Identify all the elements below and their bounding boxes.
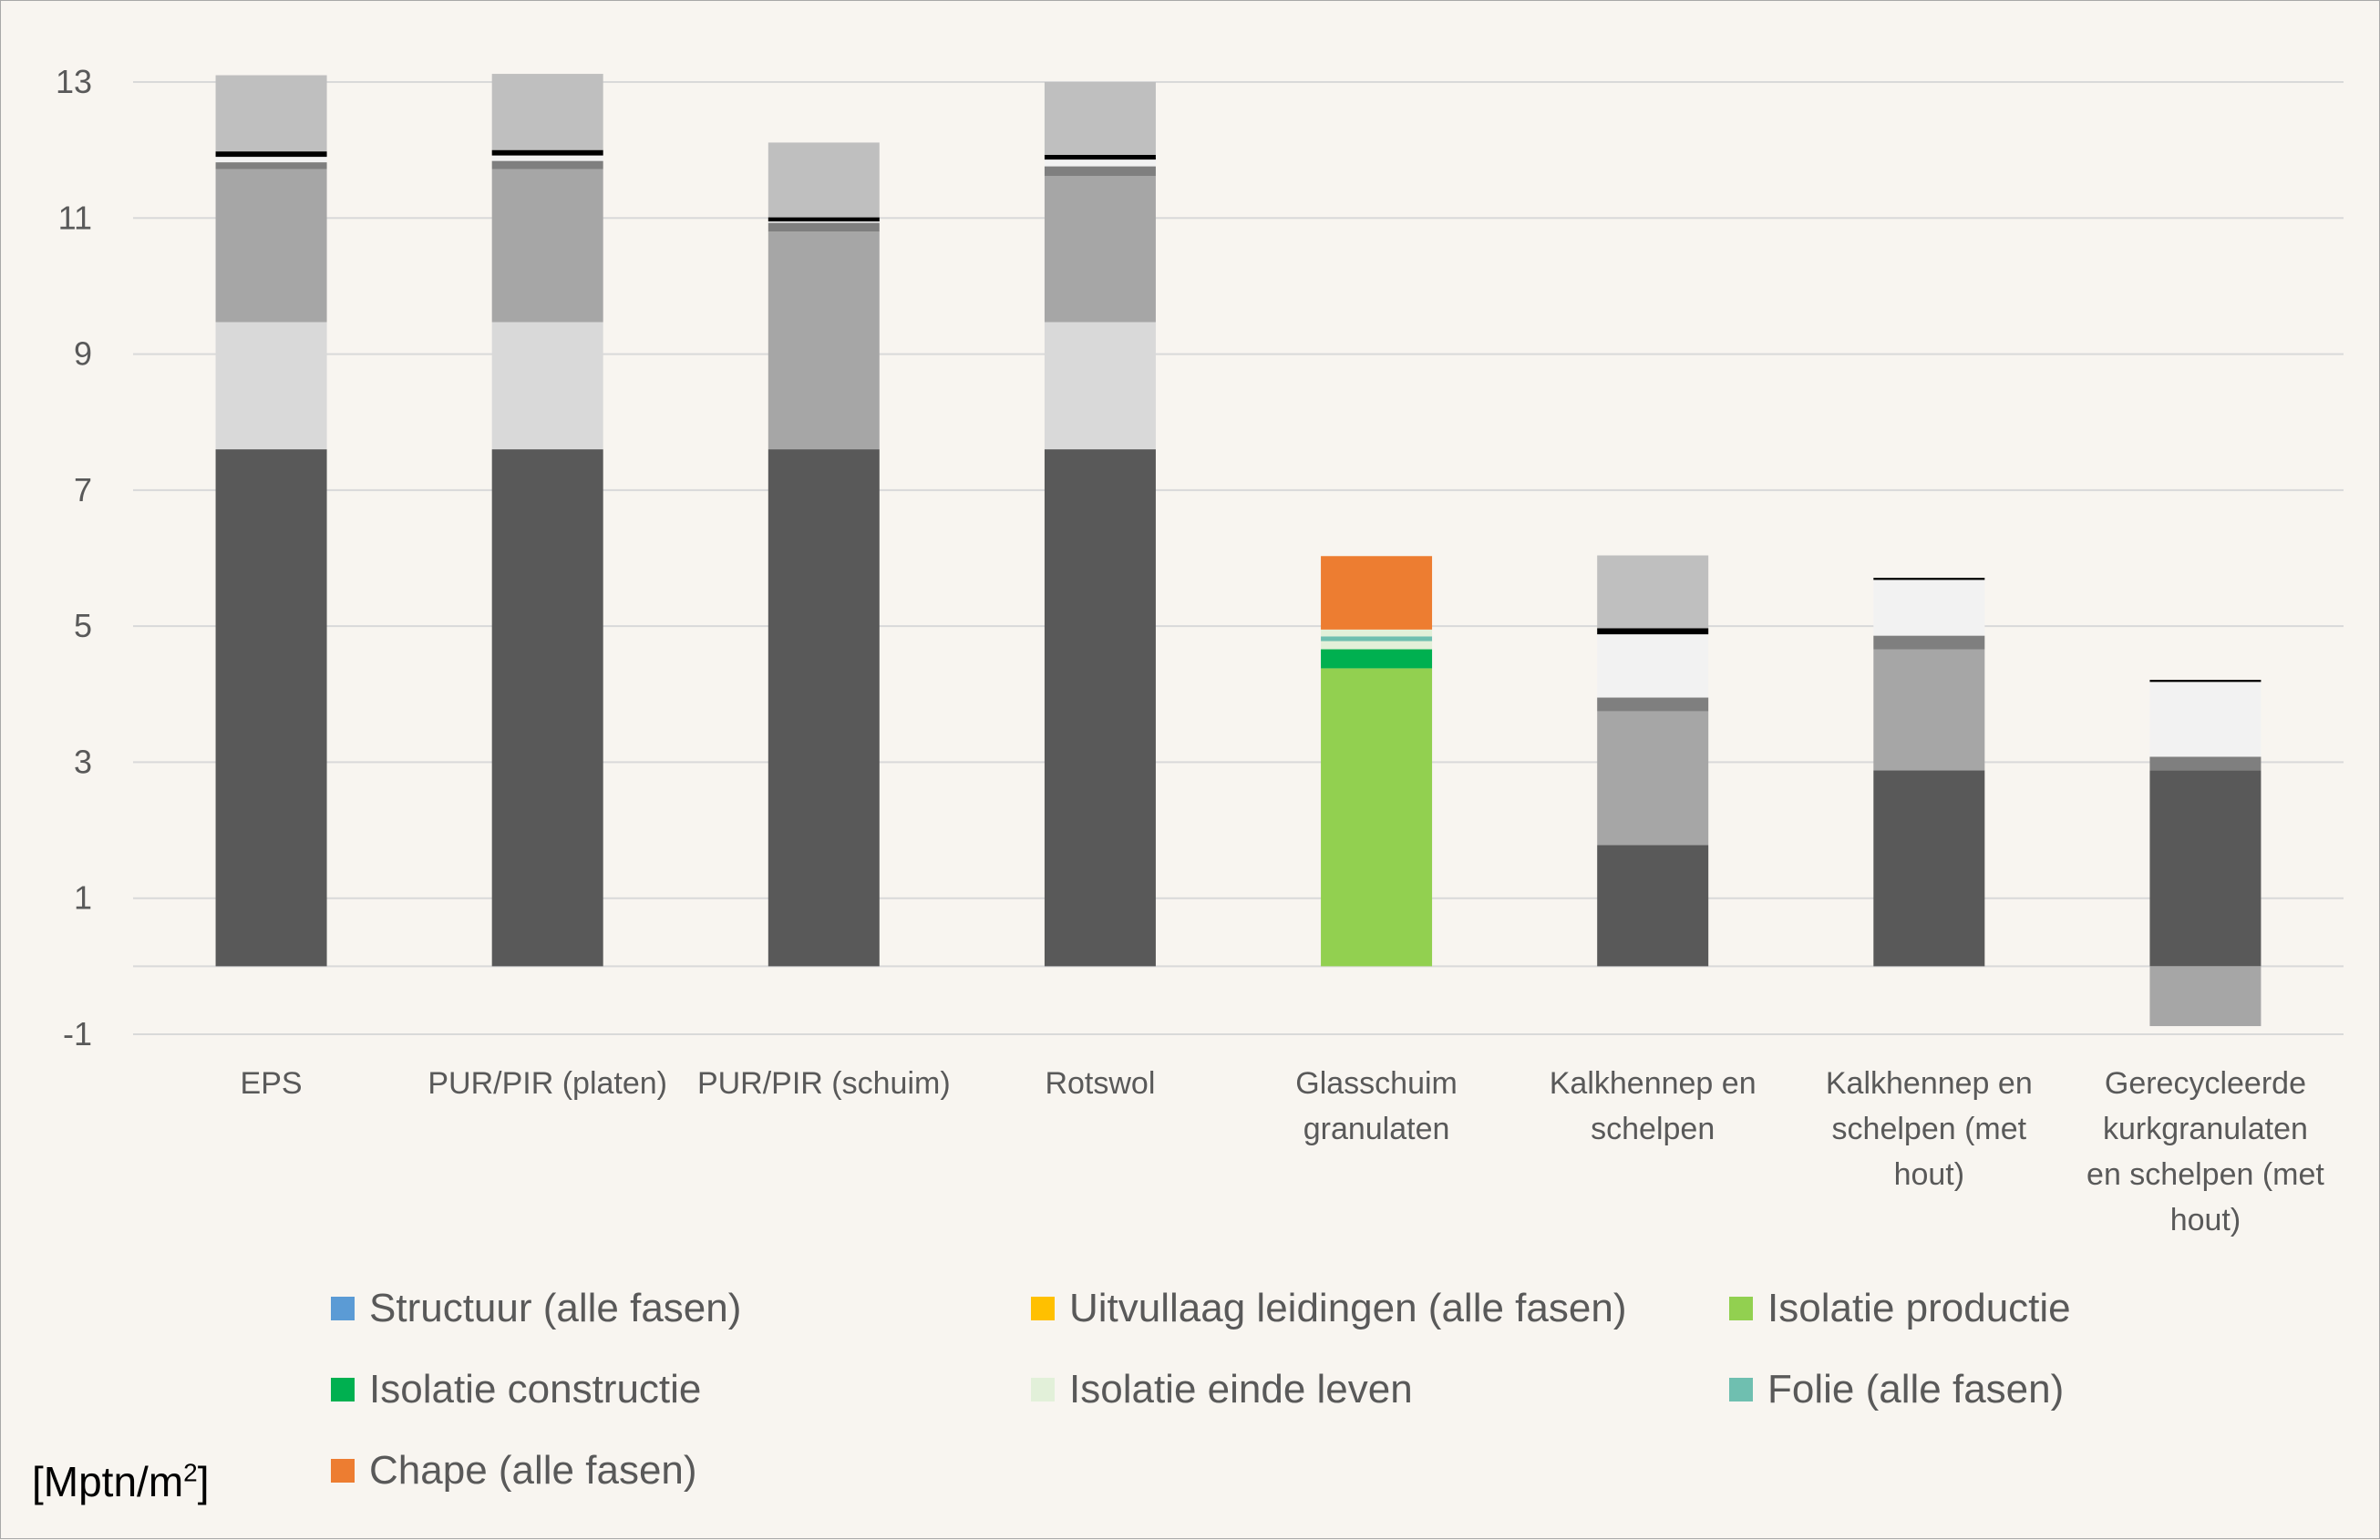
x-category-label: granulaten bbox=[1303, 1112, 1450, 1146]
bar-segment bbox=[491, 155, 603, 161]
x-category-label: schelpen (met bbox=[1832, 1112, 2027, 1146]
unit-close: ] bbox=[197, 1458, 210, 1505]
bar-segment bbox=[2149, 770, 2262, 967]
bar-segment bbox=[215, 169, 327, 323]
y-tick-label: 7 bbox=[74, 471, 92, 508]
y-tick-label: -1 bbox=[63, 1015, 92, 1052]
bar-segment bbox=[491, 74, 603, 150]
bar-segment bbox=[1873, 649, 1985, 771]
bar-segment bbox=[1597, 628, 1709, 635]
bar-segment bbox=[215, 449, 327, 967]
bar-segment bbox=[768, 142, 880, 218]
bar-segment bbox=[1873, 770, 1985, 967]
bar-segment bbox=[1597, 555, 1709, 629]
bar-segment bbox=[2149, 966, 2262, 1027]
bar-segment bbox=[491, 449, 603, 967]
bar-segment bbox=[1321, 668, 1433, 967]
bar-segment bbox=[1321, 641, 1433, 650]
x-category-label: PUR/PIR (schuim) bbox=[697, 1066, 951, 1101]
y-tick-label: 3 bbox=[74, 743, 92, 780]
bar-segment bbox=[215, 322, 327, 450]
x-category-label: hout) bbox=[2170, 1203, 2241, 1237]
bar-segment bbox=[1321, 636, 1433, 642]
bar-segment bbox=[1044, 322, 1156, 450]
bar-segment bbox=[1044, 154, 1156, 160]
bar-segment bbox=[215, 162, 327, 169]
bar-segment bbox=[1597, 697, 1709, 712]
bar-segment bbox=[1873, 580, 1985, 636]
bar-segment bbox=[2149, 680, 2262, 683]
bar-segment bbox=[1044, 159, 1156, 167]
x-category-label: Kalkhennep en bbox=[1550, 1066, 1757, 1101]
bar-segment bbox=[215, 157, 327, 163]
x-category-label: EPS bbox=[241, 1066, 303, 1101]
bar-segment bbox=[768, 222, 880, 232]
bar-segment bbox=[491, 149, 603, 156]
x-category-label: en schelpen (met bbox=[2086, 1157, 2324, 1192]
unit-text: [Mptn/m bbox=[32, 1458, 184, 1505]
x-category-label: hout) bbox=[1894, 1157, 1965, 1192]
bar-segment bbox=[1873, 578, 1985, 580]
x-category-label: Kalkhennep en bbox=[1826, 1066, 2033, 1101]
bar-segment bbox=[768, 217, 880, 222]
bar-segment bbox=[2149, 682, 2262, 757]
bar-segment bbox=[768, 221, 880, 223]
bar-segment bbox=[1044, 449, 1156, 967]
bar-segment bbox=[1321, 556, 1433, 630]
x-category-label: schelpen bbox=[1591, 1112, 1715, 1146]
bar-segment bbox=[1321, 629, 1433, 637]
bar-segment bbox=[1597, 711, 1709, 846]
x-category-label: PUR/PIR (platen) bbox=[428, 1066, 667, 1101]
bar-segment bbox=[1597, 845, 1709, 967]
bar-segment bbox=[2149, 756, 2262, 771]
bar-segment bbox=[1044, 176, 1156, 323]
unit-label: [Mptn/m2] bbox=[32, 1457, 210, 1506]
bar-segment bbox=[1597, 634, 1709, 698]
x-category-label: kurkgranulaten bbox=[2103, 1112, 2308, 1146]
y-tick-label: 5 bbox=[74, 607, 92, 644]
bar-segment bbox=[768, 449, 880, 967]
unit-superscript: 2 bbox=[183, 1458, 198, 1487]
y-tick-label: 9 bbox=[74, 335, 92, 373]
bar-segment bbox=[1044, 82, 1156, 155]
y-tick-label: 13 bbox=[56, 63, 92, 100]
bar-segment bbox=[491, 169, 603, 323]
x-category-label: Gerecycleerde bbox=[2105, 1066, 2306, 1101]
bar-segment bbox=[215, 75, 327, 152]
bar-segment bbox=[1873, 635, 1985, 650]
y-tick-label: 11 bbox=[58, 199, 92, 236]
bar-segment bbox=[1044, 166, 1156, 177]
bar-segment bbox=[215, 151, 327, 158]
y-tick-label: 1 bbox=[74, 879, 92, 917]
bar-segment bbox=[491, 160, 603, 169]
bar-segment bbox=[768, 231, 880, 450]
x-category-label: Rotswol bbox=[1045, 1066, 1155, 1101]
bar-segment bbox=[1321, 649, 1433, 669]
x-category-label: Glasschuim bbox=[1295, 1066, 1458, 1101]
bar-segment bbox=[491, 322, 603, 450]
